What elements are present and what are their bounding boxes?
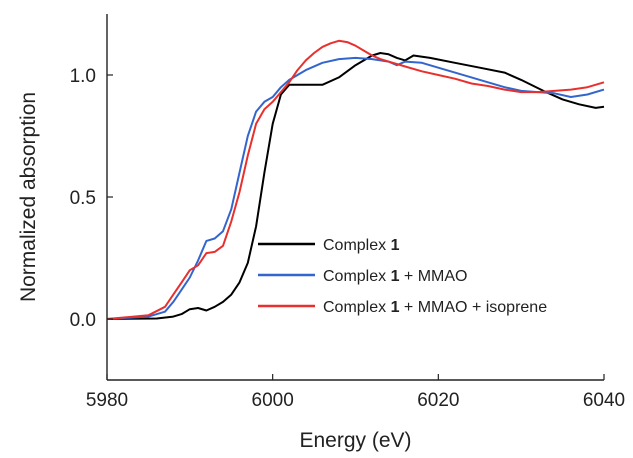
legend-label: Complex 1 bbox=[323, 237, 400, 254]
y-axis-label: Normalized absorption bbox=[17, 92, 40, 302]
x-axis-label: Energy (eV) bbox=[299, 429, 411, 452]
legend-label-part: Complex bbox=[323, 268, 391, 285]
y-tick-label: 0.5 bbox=[70, 188, 96, 209]
x-tick-label: 6000 bbox=[252, 390, 294, 411]
legend-item-2: Complex 1 + MMAO bbox=[258, 268, 468, 285]
legend-label: Complex 1 + MMAO bbox=[323, 268, 468, 285]
y-tick-label: 1.0 bbox=[70, 66, 96, 87]
legend-label-part: Complex bbox=[323, 299, 391, 316]
axes bbox=[106, 14, 604, 381]
legend-label-part: + MMAO + isoprene bbox=[399, 299, 547, 316]
legend-item-1: Complex 1 bbox=[258, 237, 400, 254]
legend-label-part: + MMAO bbox=[399, 268, 467, 285]
x-tick-label: 6040 bbox=[583, 390, 625, 411]
series-line-2 bbox=[106, 56, 605, 320]
legend-label-bold-part: 1 bbox=[391, 299, 400, 316]
x-tick-label: 5980 bbox=[86, 390, 128, 411]
ticks: 5980 6000 6020 6040 0.0 0.5 1.0 bbox=[70, 66, 626, 411]
legend-label-part: Complex bbox=[323, 237, 391, 254]
series-line-1 bbox=[106, 52, 605, 320]
legend-label: Complex 1 + MMAO + isoprene bbox=[323, 299, 547, 316]
legend-item-3: Complex 1 + MMAO + isoprene bbox=[258, 299, 547, 316]
legend-label-bold-part: 1 bbox=[391, 268, 400, 285]
plot-area bbox=[106, 39, 605, 320]
series-line-3 bbox=[106, 39, 605, 320]
x-tick-label: 6020 bbox=[417, 390, 459, 411]
legend-label-bold-part: 1 bbox=[391, 237, 400, 254]
y-tick-label: 0.0 bbox=[70, 310, 96, 331]
